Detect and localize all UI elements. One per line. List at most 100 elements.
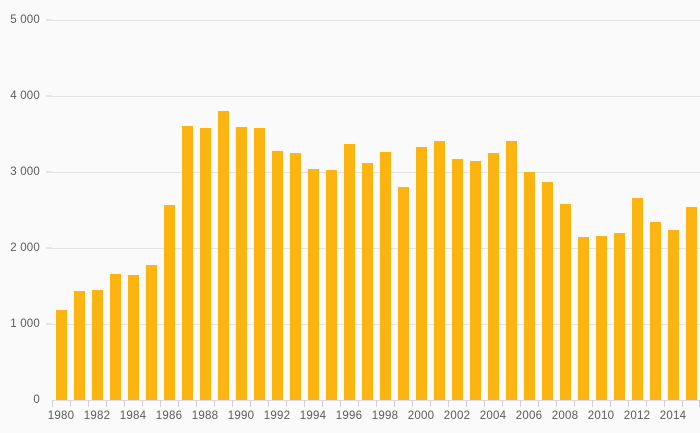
- bar[interactable]: [235, 127, 247, 400]
- bar[interactable]: [127, 274, 139, 400]
- x-axis-tick-mark: [214, 400, 215, 407]
- x-axis-tick-label: 1992: [263, 410, 291, 422]
- bar-series: [52, 20, 700, 400]
- bar[interactable]: [271, 150, 283, 400]
- bar[interactable]: [199, 127, 211, 400]
- x-axis-tick-label: 1984: [119, 410, 147, 422]
- bar[interactable]: [595, 235, 607, 400]
- x-axis: 1980 1982 1984 1986 1988 1990 1992 1994 1996 1998…: [48, 400, 700, 433]
- x-axis-tick-label: 1980: [47, 410, 75, 422]
- bar[interactable]: [145, 265, 157, 400]
- x-axis-tick-label: 2004: [479, 410, 507, 422]
- x-axis-tick-mark: [322, 400, 323, 407]
- bar[interactable]: [487, 153, 499, 400]
- bar[interactable]: [505, 140, 517, 400]
- x-axis-tick-label: 1988: [191, 410, 219, 422]
- x-axis-tick-label: 2006: [515, 410, 543, 422]
- x-axis-tick-mark: [394, 400, 395, 407]
- bar[interactable]: [559, 203, 571, 400]
- x-axis-tick-mark: [646, 400, 647, 407]
- y-axis-tick-mark: [46, 323, 52, 325]
- bar[interactable]: [289, 153, 301, 400]
- x-axis-tick-mark: [466, 400, 467, 407]
- bar[interactable]: [451, 159, 463, 400]
- bar[interactable]: [577, 237, 589, 400]
- x-axis-tick-label: 2010: [587, 410, 615, 422]
- x-axis-tick-mark: [358, 400, 359, 407]
- y-axis-tick-label: 5 000: [10, 14, 40, 26]
- bar[interactable]: [361, 162, 373, 400]
- x-axis-tick-label: 1994: [299, 410, 327, 422]
- bar[interactable]: [73, 291, 85, 400]
- x-axis-tick-label: 1998: [371, 410, 399, 422]
- x-axis-tick-mark: [430, 400, 431, 407]
- x-axis-tick-mark: [682, 400, 683, 407]
- y-axis-tick-label: 0: [33, 394, 40, 406]
- y-axis-tick-label: 4 000: [10, 90, 40, 102]
- x-axis-tick-label: 2002: [443, 410, 471, 422]
- y-axis-tick-mark: [46, 171, 52, 173]
- x-axis-tick-label: 1986: [155, 410, 183, 422]
- bar[interactable]: [55, 310, 67, 400]
- bar[interactable]: [109, 273, 121, 400]
- bar[interactable]: [379, 152, 391, 400]
- x-axis-tick-mark: [556, 400, 557, 407]
- bar[interactable]: [91, 289, 103, 400]
- x-axis-tick-mark: [340, 400, 341, 407]
- x-axis-tick-mark: [268, 400, 269, 407]
- y-axis-tick-mark: [46, 247, 52, 249]
- bar[interactable]: [217, 111, 229, 400]
- x-axis-tick-label: 2012: [623, 410, 651, 422]
- x-axis-tick-label: 2014: [659, 410, 687, 422]
- x-axis-tick-mark: [124, 400, 125, 407]
- bar[interactable]: [469, 160, 481, 400]
- bar[interactable]: [433, 140, 445, 400]
- x-axis-tick-mark: [664, 400, 665, 407]
- x-axis-tick-mark: [628, 400, 629, 407]
- x-axis-tick-mark: [574, 400, 575, 407]
- y-axis-tick-label: 2 000: [10, 242, 40, 254]
- bar[interactable]: [415, 146, 427, 400]
- x-axis-tick-label: 1996: [335, 410, 363, 422]
- x-axis-tick-mark: [376, 400, 377, 407]
- bar[interactable]: [685, 206, 697, 400]
- x-axis-tick-mark: [484, 400, 485, 407]
- x-axis-tick-mark: [178, 400, 179, 407]
- bar[interactable]: [181, 126, 193, 400]
- bar[interactable]: [325, 170, 337, 400]
- y-axis: 0 1 000 2 000 3 000 4 000 5 000: [0, 0, 52, 433]
- bar[interactable]: [397, 187, 409, 400]
- bar[interactable]: [649, 222, 661, 400]
- bar[interactable]: [541, 181, 553, 400]
- x-axis-tick-mark: [592, 400, 593, 407]
- bar[interactable]: [343, 143, 355, 400]
- y-axis-tick-mark: [46, 19, 52, 21]
- x-axis-tick-mark: [70, 400, 71, 407]
- x-axis-tick-mark: [106, 400, 107, 407]
- bar[interactable]: [307, 168, 319, 400]
- bar[interactable]: [523, 172, 535, 400]
- x-axis-tick-mark: [538, 400, 539, 407]
- bar[interactable]: [253, 127, 265, 400]
- bar[interactable]: [631, 197, 643, 400]
- x-axis-tick-label: 2000: [407, 410, 435, 422]
- x-axis-tick-mark: [196, 400, 197, 407]
- x-axis-tick-mark: [520, 400, 521, 407]
- bar[interactable]: [613, 232, 625, 400]
- x-axis-tick-mark: [52, 400, 53, 407]
- x-axis-tick-label: 1990: [227, 410, 255, 422]
- x-axis-tick-mark: [232, 400, 233, 407]
- x-axis-tick-label: 1982: [83, 410, 111, 422]
- x-axis-tick-mark: [160, 400, 161, 407]
- x-axis-tick-mark: [88, 400, 89, 407]
- x-axis-tick-mark: [502, 400, 503, 407]
- bar[interactable]: [163, 204, 175, 400]
- x-axis-tick-mark: [286, 400, 287, 407]
- x-axis-tick-label: 2008: [551, 410, 579, 422]
- y-axis-tick-label: 1 000: [10, 318, 40, 330]
- x-axis-tick-mark: [304, 400, 305, 407]
- x-axis-tick-mark: [142, 400, 143, 407]
- bar[interactable]: [667, 229, 679, 400]
- plot-area: [52, 20, 700, 401]
